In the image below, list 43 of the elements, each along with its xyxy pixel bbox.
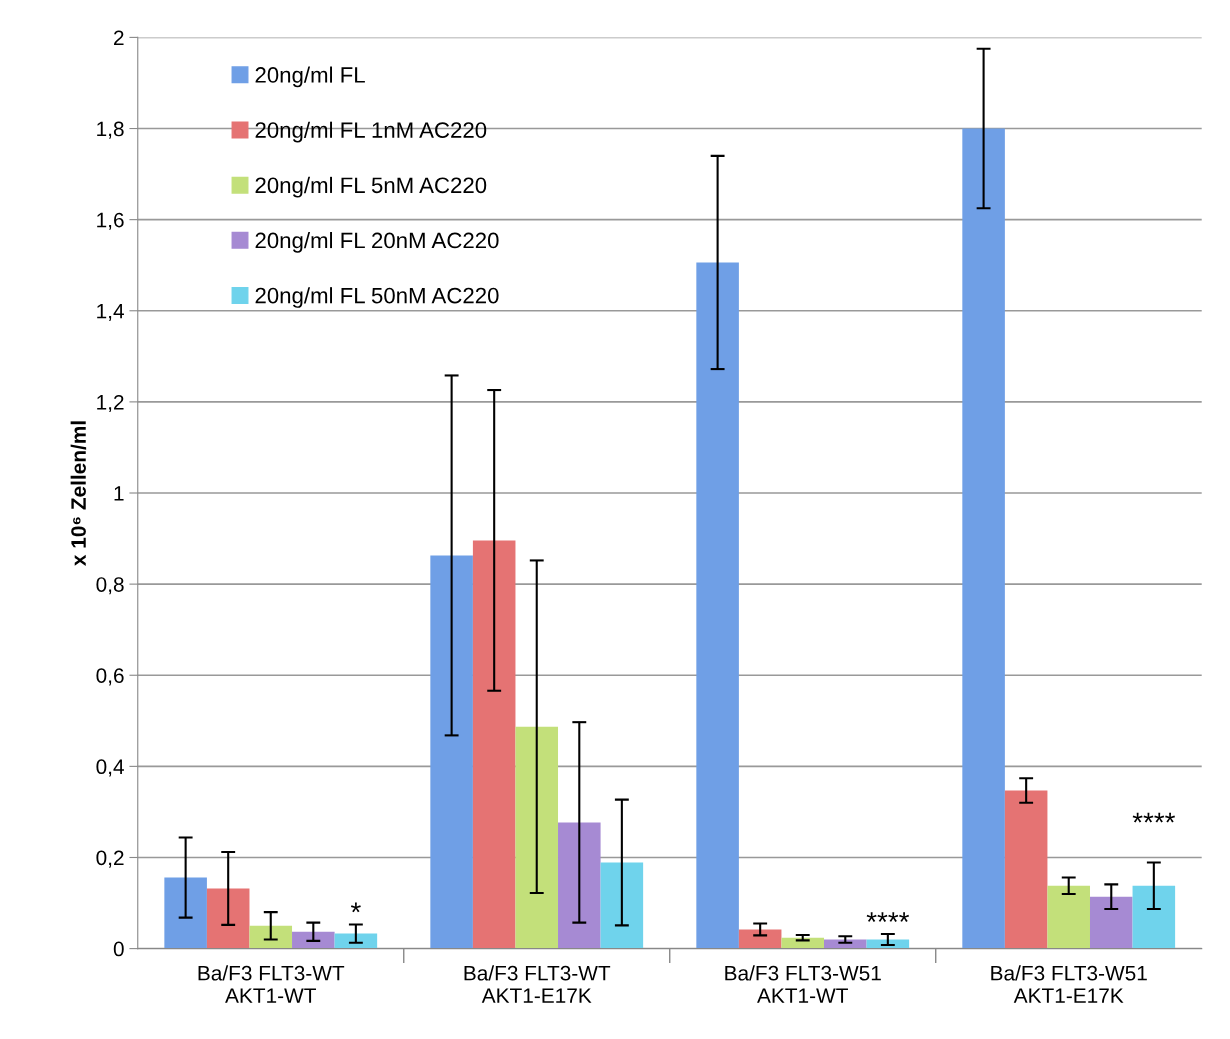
bar xyxy=(738,929,782,949)
bar xyxy=(1090,896,1133,949)
bar xyxy=(206,888,250,949)
x-tick-label: Ba/F3 FLT3-W51 AKT1-WT xyxy=(725,965,881,1003)
bar xyxy=(1047,885,1090,949)
bar xyxy=(962,128,1005,949)
bar xyxy=(558,822,601,949)
y-tick-label: 0,4 xyxy=(96,759,124,777)
bar xyxy=(430,555,473,949)
y-tick-label: 1,6 xyxy=(97,212,124,230)
legend-label: 20ng/ml FL 1nM AC220 xyxy=(255,121,487,143)
y-tick-label: 1 xyxy=(114,486,124,501)
legend-label: 20ng/ml FL 20nM AC220 xyxy=(255,232,499,253)
y-tick-label: 1,8 xyxy=(97,121,124,139)
bar xyxy=(292,931,335,949)
y-tick-label: 1,4 xyxy=(97,303,124,321)
legend-label: 20ng/ml FL xyxy=(255,66,365,88)
annotation: **** xyxy=(866,912,910,922)
bar xyxy=(472,540,516,949)
annotation: * xyxy=(350,902,361,913)
bar xyxy=(1132,885,1176,949)
y-tick-label: 0,2 xyxy=(96,850,124,868)
bar xyxy=(164,877,207,949)
legend-label: 20ng/ml FL 50nM AC220 xyxy=(255,287,499,308)
y-tick-label: 1,2 xyxy=(97,394,124,413)
x-tick-label: Ba/F3 FLT3-W51 AKT1-E17K xyxy=(991,965,1147,1003)
bar xyxy=(696,262,739,949)
bar xyxy=(515,726,559,949)
y-axis-title: x 10⁶ Zellen/ml xyxy=(70,421,87,566)
annotation: **** xyxy=(1132,812,1176,823)
bar xyxy=(824,939,867,949)
x-tick-label: Ba/F3 FLT3-WT AKT1-E17K xyxy=(464,965,611,1003)
x-tick-label: Ba/F3 FLT3-WT AKT1-WT xyxy=(198,965,345,1003)
y-tick-label: 0 xyxy=(113,941,124,957)
y-tick-label: 0,8 xyxy=(96,577,124,595)
bar xyxy=(1004,790,1048,949)
legend-label: 20ng/ml FL 5nM AC220 xyxy=(255,176,487,198)
bar xyxy=(866,939,910,949)
y-tick-label: 0,6 xyxy=(96,668,124,686)
y-tick-label: 2 xyxy=(114,30,124,45)
bar xyxy=(781,937,825,949)
bar xyxy=(249,925,293,949)
bar xyxy=(600,862,644,949)
